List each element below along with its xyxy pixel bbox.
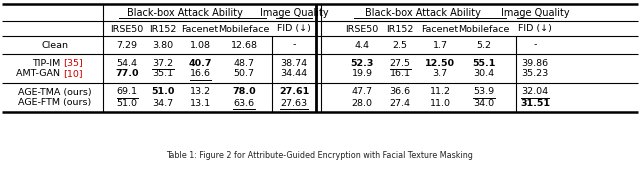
Text: Mobileface: Mobileface — [458, 25, 509, 33]
Text: 11.2: 11.2 — [429, 88, 451, 96]
Text: 27.63: 27.63 — [280, 99, 308, 107]
Text: 34.0: 34.0 — [474, 99, 495, 107]
Text: AGE-FTM (ours): AGE-FTM (ours) — [19, 99, 92, 107]
Text: IRSE50: IRSE50 — [110, 25, 143, 33]
Text: 34.44: 34.44 — [280, 69, 308, 78]
Text: 48.7: 48.7 — [234, 58, 255, 67]
Text: AGE-TMA (ours): AGE-TMA (ours) — [18, 88, 92, 96]
Text: Table 1: Figure 2 for Attribute-Guided Encryption with Facial Texture Masking: Table 1: Figure 2 for Attribute-Guided E… — [166, 151, 474, 160]
Text: 12.50: 12.50 — [425, 58, 455, 67]
Text: 47.7: 47.7 — [351, 88, 372, 96]
Text: 52.3: 52.3 — [350, 58, 374, 67]
Text: Image Quality: Image Quality — [260, 8, 328, 18]
Text: FID (↓): FID (↓) — [277, 25, 311, 33]
Text: 30.4: 30.4 — [474, 69, 495, 78]
Text: 39.86: 39.86 — [522, 58, 548, 67]
Text: Facenet: Facenet — [421, 25, 459, 33]
Text: 2.5: 2.5 — [392, 41, 408, 50]
Text: 13.1: 13.1 — [189, 99, 211, 107]
Text: 37.2: 37.2 — [152, 58, 173, 67]
Text: IR152: IR152 — [149, 25, 177, 33]
Text: 34.7: 34.7 — [152, 99, 173, 107]
Text: 7.29: 7.29 — [116, 41, 138, 50]
Text: 53.9: 53.9 — [474, 88, 495, 96]
Text: IR152: IR152 — [387, 25, 413, 33]
Text: TIP-IM: TIP-IM — [32, 58, 63, 67]
Text: 63.6: 63.6 — [234, 99, 255, 107]
Text: Facenet: Facenet — [181, 25, 219, 33]
Text: [10]: [10] — [63, 69, 83, 78]
Text: 27.5: 27.5 — [390, 58, 410, 67]
Text: 13.2: 13.2 — [189, 88, 211, 96]
Text: IRSE50: IRSE50 — [346, 25, 379, 33]
Text: 35.23: 35.23 — [522, 69, 548, 78]
Text: AMT-GAN: AMT-GAN — [16, 69, 63, 78]
Text: 54.4: 54.4 — [116, 58, 138, 67]
Text: 32.04: 32.04 — [522, 88, 548, 96]
Text: 1.08: 1.08 — [189, 41, 211, 50]
Text: 31.51: 31.51 — [520, 99, 550, 107]
Text: Black-box Attack Ability: Black-box Attack Ability — [365, 8, 481, 18]
Text: 28.0: 28.0 — [351, 99, 372, 107]
Text: 40.7: 40.7 — [188, 58, 212, 67]
Text: 3.80: 3.80 — [152, 41, 173, 50]
Text: 11.0: 11.0 — [429, 99, 451, 107]
Text: 55.1: 55.1 — [472, 58, 496, 67]
Text: -: - — [533, 41, 537, 50]
Text: 16.1: 16.1 — [390, 69, 410, 78]
Text: Black-box Attack Ability: Black-box Attack Ability — [127, 8, 243, 18]
Text: -: - — [292, 41, 296, 50]
Text: FID (↓): FID (↓) — [518, 25, 552, 33]
Text: 4.4: 4.4 — [355, 41, 369, 50]
Text: 16.6: 16.6 — [189, 69, 211, 78]
Text: 50.7: 50.7 — [234, 69, 255, 78]
Text: 19.9: 19.9 — [351, 69, 372, 78]
Text: 77.0: 77.0 — [115, 69, 139, 78]
Text: Mobileface: Mobileface — [218, 25, 269, 33]
Text: Clean: Clean — [42, 41, 68, 50]
Text: Image Quality: Image Quality — [500, 8, 570, 18]
Text: 1.7: 1.7 — [433, 41, 447, 50]
Text: 36.6: 36.6 — [389, 88, 411, 96]
Text: 3.7: 3.7 — [433, 69, 447, 78]
Text: 78.0: 78.0 — [232, 88, 256, 96]
Text: 12.68: 12.68 — [230, 41, 257, 50]
Text: [35]: [35] — [63, 58, 83, 67]
Text: 27.61: 27.61 — [279, 88, 309, 96]
Text: 69.1: 69.1 — [116, 88, 138, 96]
Text: 35.1: 35.1 — [152, 69, 173, 78]
Text: 38.74: 38.74 — [280, 58, 308, 67]
Text: 51.0: 51.0 — [116, 99, 138, 107]
Text: 5.2: 5.2 — [477, 41, 492, 50]
Text: 51.0: 51.0 — [151, 88, 175, 96]
Text: 27.4: 27.4 — [390, 99, 410, 107]
